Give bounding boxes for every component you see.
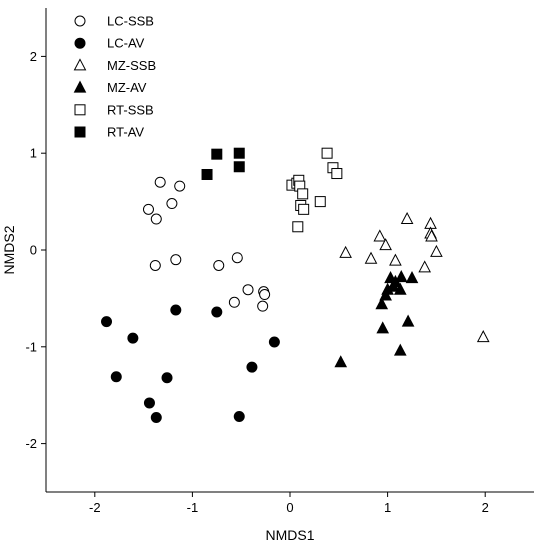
y-axis-title: NMDS2 bbox=[1, 225, 17, 274]
point-rt-ssb bbox=[321, 147, 333, 159]
series-mz-ssb bbox=[339, 211, 490, 343]
x-tick-label: -2 bbox=[89, 500, 101, 515]
legend-marker-rt-ssb bbox=[74, 104, 86, 116]
point-lc-ssb bbox=[242, 284, 254, 296]
point-rt-ssb bbox=[298, 203, 310, 215]
point-mz-ssb bbox=[425, 229, 438, 242]
legend-item-mz-av: MZ-AV bbox=[73, 80, 147, 95]
legend-marker-rt-av bbox=[74, 126, 86, 138]
point-lc-ssb bbox=[149, 259, 161, 271]
point-mz-av bbox=[387, 279, 400, 292]
point-lc-ssb bbox=[154, 176, 166, 188]
point-rt-ssb bbox=[297, 188, 309, 200]
point-mz-ssb bbox=[389, 253, 402, 266]
point-mz-ssb bbox=[379, 238, 392, 251]
axes: -2 -1 0 1 2 -2 -1 0 1 2 bbox=[25, 8, 534, 515]
legend-item-lc-av: LC-AV bbox=[74, 36, 145, 51]
series-lc-ssb bbox=[142, 176, 271, 312]
point-lc-ssb bbox=[231, 252, 243, 264]
point-rt-av bbox=[233, 161, 245, 173]
point-lc-av bbox=[233, 410, 245, 422]
series-mz-av bbox=[334, 270, 419, 368]
point-lc-av bbox=[127, 332, 139, 344]
point-lc-ssb bbox=[213, 259, 225, 271]
legend-label-lc-av: LC-AV bbox=[107, 36, 145, 51]
y-tick-label: -2 bbox=[25, 436, 37, 451]
point-mz-ssb bbox=[339, 245, 352, 258]
point-lc-av bbox=[268, 336, 280, 348]
legend-label-lc-ssb: LC-SSB bbox=[107, 14, 154, 29]
point-lc-av bbox=[211, 306, 223, 318]
legend-marker-lc-ssb bbox=[74, 15, 86, 27]
point-mz-av bbox=[393, 343, 407, 356]
legend-item-lc-ssb: LC-SSB bbox=[74, 14, 154, 29]
point-mz-av bbox=[394, 270, 408, 283]
point-rt-ssb bbox=[331, 168, 343, 180]
point-mz-av bbox=[405, 270, 419, 284]
point-rt-av bbox=[211, 148, 223, 160]
point-lc-av bbox=[150, 411, 162, 423]
point-lc-ssb bbox=[150, 213, 162, 225]
point-mz-ssb bbox=[400, 211, 414, 225]
series-rt-ssb bbox=[286, 147, 343, 233]
point-mz-ssb bbox=[430, 244, 443, 257]
point-lc-av bbox=[110, 371, 122, 383]
legend-marker-mz-ssb bbox=[73, 58, 87, 71]
x-axis-title: NMDS1 bbox=[265, 527, 314, 543]
legend-item-rt-ssb: RT-SSB bbox=[74, 102, 154, 117]
point-rt-av bbox=[233, 147, 245, 159]
point-rt-ssb bbox=[292, 221, 304, 233]
point-lc-av bbox=[143, 397, 155, 409]
point-mz-ssb bbox=[364, 251, 378, 264]
point-mz-av bbox=[334, 355, 348, 368]
x-tick-label: 2 bbox=[482, 500, 489, 515]
legend-label-mz-av: MZ-AV bbox=[107, 80, 147, 95]
series-lc-av bbox=[101, 304, 280, 423]
point-lc-ssb bbox=[142, 203, 154, 215]
legend: LC-SSB LC-AV MZ-SSB MZ-AV RT-SSB RT-AV bbox=[73, 14, 156, 140]
point-lc-ssb bbox=[259, 289, 271, 301]
point-mz-av bbox=[379, 288, 392, 301]
legend-label-rt-av: RT-AV bbox=[107, 125, 144, 140]
point-lc-ssb bbox=[174, 180, 186, 192]
point-lc-ssb bbox=[228, 296, 240, 308]
point-mz-av bbox=[401, 314, 415, 327]
legend-label-rt-ssb: RT-SSB bbox=[107, 102, 154, 117]
point-lc-av bbox=[161, 372, 173, 384]
point-rt-ssb bbox=[314, 196, 326, 208]
y-tick-label: 2 bbox=[30, 49, 37, 64]
series-rt-av bbox=[201, 147, 245, 180]
point-mz-ssb bbox=[418, 260, 432, 273]
x-tick-label: 1 bbox=[384, 500, 391, 515]
x-tick-label: 0 bbox=[286, 500, 293, 515]
data-points bbox=[101, 147, 490, 423]
point-mz-av bbox=[375, 297, 389, 310]
point-mz-av bbox=[376, 321, 390, 334]
point-mz-ssb bbox=[373, 229, 387, 242]
legend-item-mz-ssb: MZ-SSB bbox=[73, 58, 156, 73]
x-tick-label: -1 bbox=[187, 500, 199, 515]
point-lc-av bbox=[246, 361, 258, 373]
point-lc-ssb bbox=[166, 198, 178, 210]
y-tick-label: -1 bbox=[25, 339, 37, 354]
point-mz-ssb bbox=[476, 330, 490, 343]
point-lc-av bbox=[101, 316, 113, 328]
point-lc-ssb bbox=[257, 300, 269, 312]
point-rt-av bbox=[201, 168, 213, 180]
legend-marker-mz-av bbox=[73, 80, 87, 93]
legend-marker-lc-av bbox=[74, 37, 86, 49]
y-tick-label: 0 bbox=[30, 243, 37, 258]
point-lc-av bbox=[170, 304, 182, 316]
y-tick-label: 1 bbox=[30, 146, 37, 161]
legend-label-mz-ssb: MZ-SSB bbox=[107, 58, 156, 73]
legend-item-rt-av: RT-AV bbox=[74, 125, 144, 140]
point-lc-ssb bbox=[170, 254, 182, 266]
point-mz-av bbox=[393, 282, 407, 295]
